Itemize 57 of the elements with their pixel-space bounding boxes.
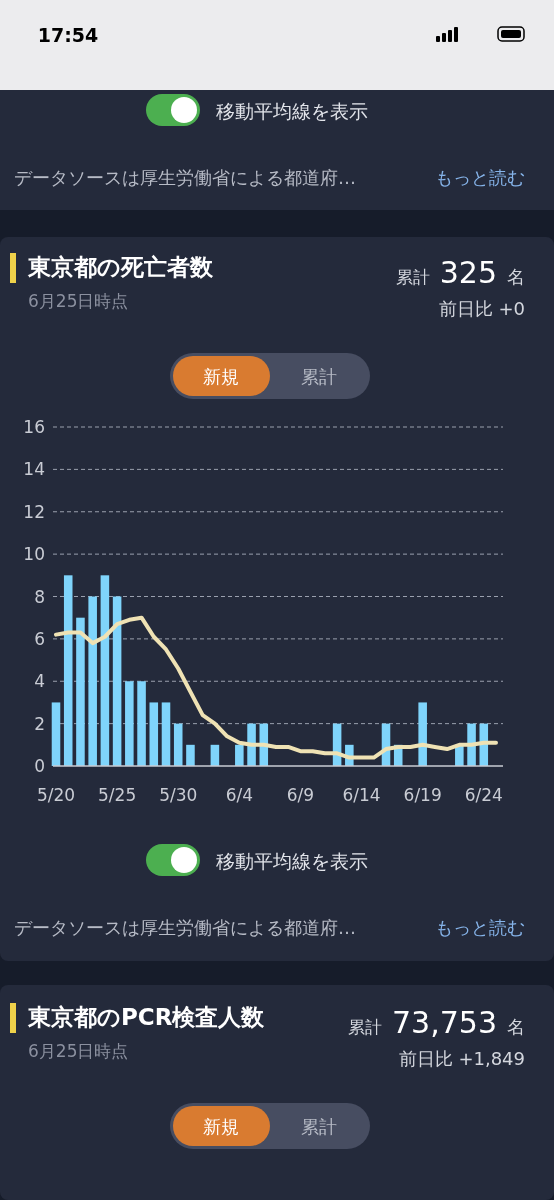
line-series [54, 615, 498, 760]
y-tick-label: 6 [34, 628, 45, 649]
text: 累計 [301, 366, 337, 387]
x-tick-label: 6/24 [464, 785, 503, 805]
text: 名 [507, 266, 525, 287]
y-tick-label: 4 [34, 671, 45, 692]
x-tick-label: 6/9 [286, 785, 315, 805]
text: 新規 [203, 366, 239, 387]
x-tick-label: 6/14 [342, 785, 381, 805]
bar [51, 702, 61, 766]
x-tick-label: 5/30 [159, 785, 198, 805]
x-tick-label: 5/20 [36, 785, 76, 805]
text: 325 [439, 255, 497, 290]
bar [63, 575, 73, 766]
y-tick-label: 2 [34, 713, 45, 734]
bar [137, 681, 146, 766]
bar [467, 723, 476, 766]
text: 移動平均線を表示 [216, 850, 368, 872]
text: 累計 [395, 267, 430, 287]
bar [88, 596, 97, 766]
y-tick-label: 0 [34, 756, 45, 776]
text: データソースは厚生労働省による都道府… [14, 917, 356, 938]
bar [125, 681, 134, 766]
bar [247, 723, 256, 766]
text: 前日比 +0 [438, 298, 525, 319]
chart-title: 東京都の死亡者数 [27, 254, 214, 280]
text: 移動平均線を表示 [216, 100, 368, 122]
bar [418, 702, 427, 766]
bar [100, 575, 110, 766]
y-tick-label: 8 [34, 586, 45, 607]
text: 累計 [348, 1017, 383, 1037]
bar [112, 596, 122, 766]
bar [161, 702, 171, 766]
text: 73,753 [392, 1005, 497, 1040]
text: 前日比 +1,849 [398, 1048, 525, 1069]
x-tick-label: 6/4 [225, 785, 254, 805]
text: データソースは厚生労働省による都道府… [14, 167, 356, 188]
text: 累計 [301, 1116, 337, 1137]
text: 新規 [203, 1116, 239, 1137]
text: 17:54 [37, 24, 99, 46]
text: もっと読む [435, 167, 525, 188]
bar [235, 744, 244, 766]
text: もっと読む [435, 917, 525, 938]
text: 6月25日時点 [28, 1041, 129, 1061]
bar [149, 702, 159, 766]
y-tick-label: 16 [23, 417, 45, 437]
y-tick-label: 14 [23, 459, 45, 480]
text: 東京都のPCR検査人数 [27, 1004, 266, 1030]
bar [76, 617, 85, 766]
x-tick-label: 5/25 [98, 785, 137, 805]
x-tick-label: 6/19 [403, 785, 442, 805]
chart-subtitle: 6月25日時点 [28, 291, 129, 311]
bar [173, 723, 183, 766]
text: 名 [507, 1016, 525, 1037]
bar [186, 744, 195, 766]
y-tick-label: 12 [23, 501, 45, 522]
y-tick-label: 10 [23, 544, 45, 565]
